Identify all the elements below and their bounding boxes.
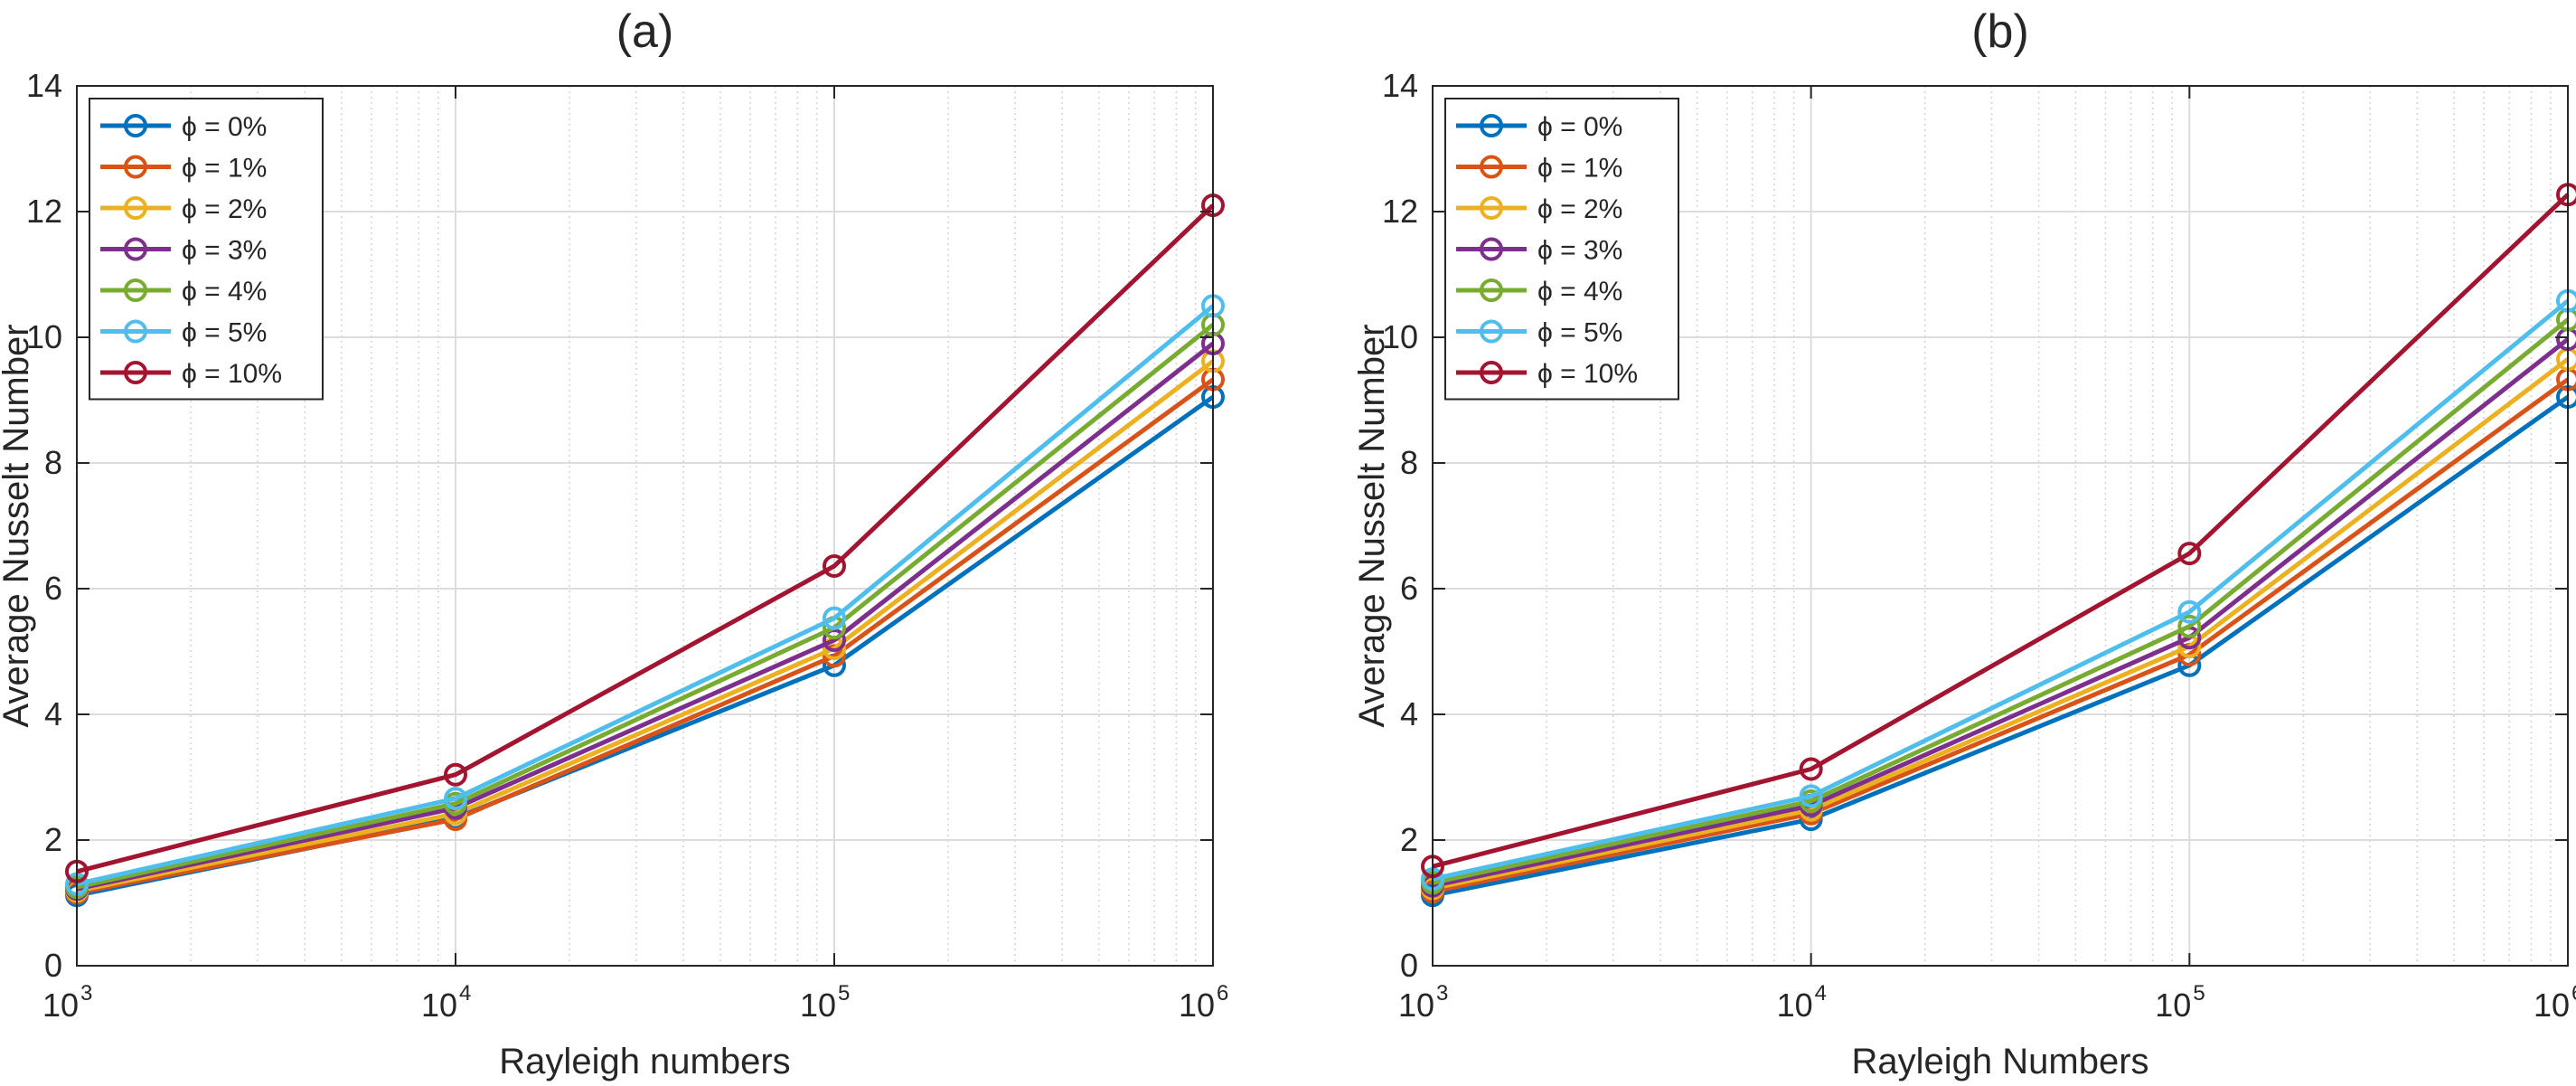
y-tick-label: 6 (44, 570, 62, 607)
series-line-6 (76, 203, 1215, 874)
x-tick-exponent: 6 (1217, 981, 1228, 1006)
data-point (1799, 757, 1823, 781)
y-tick-label: 0 (44, 947, 62, 984)
legend-marker (1480, 114, 1503, 137)
x-tick-label: 10 (800, 987, 836, 1024)
x-tick-exponent: 4 (1815, 981, 1827, 1006)
y-tick-label: 14 (26, 67, 62, 104)
y-tick-label: 12 (26, 193, 62, 230)
series-line-2 (1432, 357, 2570, 891)
x-tick-exponent: 5 (2193, 981, 2205, 1006)
legend-marker (1480, 279, 1503, 302)
series-line-3 (76, 341, 1215, 892)
y-tick-label: 10 (26, 318, 62, 355)
x-axis-label: Rayleigh Numbers (1851, 1042, 2148, 1081)
legend-marker (124, 237, 147, 261)
data-point (2177, 542, 2202, 566)
x-tick-label: 10 (2155, 987, 2191, 1024)
y-axis-label: Average Nusselt Number (1352, 324, 1392, 727)
series-line-1 (1432, 377, 2570, 894)
legend-marker (124, 196, 147, 220)
axes-box (76, 85, 1214, 967)
legend-marker (124, 361, 147, 384)
series-line-4 (1432, 317, 2570, 885)
x-tick-label: 10 (421, 987, 457, 1024)
x-tick-exponent: 3 (1436, 981, 1448, 1006)
y-tick-label: 4 (44, 695, 62, 732)
legend-label: ϕ = 10% (182, 359, 282, 389)
y-tick-label: 0 (1400, 947, 1418, 984)
x-axis-label: Rayleigh numbers (499, 1042, 790, 1081)
legend-label: ϕ = 3% (182, 236, 267, 266)
legend-label: ϕ = 2% (1537, 194, 1622, 224)
x-tick-label: 10 (2534, 987, 2570, 1024)
panel-title: (b) (1971, 5, 2029, 58)
legend-marker (124, 319, 147, 344)
x-tick-exponent: 4 (459, 981, 471, 1006)
legend-marker (1480, 155, 1503, 179)
y-tick-label: 6 (1400, 570, 1418, 607)
data-point (2177, 600, 2202, 624)
series-line-3 (1432, 337, 2570, 889)
legend-marker (1480, 237, 1503, 261)
series-line-2 (76, 359, 1215, 893)
series-line-0 (1432, 394, 2570, 898)
y-tick-label: 2 (1400, 821, 1418, 858)
x-tick-exponent: 6 (2571, 981, 2576, 1006)
data-point (444, 762, 467, 787)
data-point (2177, 614, 2202, 638)
legend-label: ϕ = 10% (1537, 359, 1638, 389)
legend-label: ϕ = 5% (182, 318, 267, 348)
axes-box (1432, 85, 2569, 967)
legend-label: ϕ = 1% (182, 154, 267, 184)
y-tick-label: 12 (1382, 193, 1418, 230)
legend-marker (1480, 319, 1503, 344)
y-axis-label: Average Nusselt Number (0, 324, 36, 727)
series-line-4 (76, 323, 1215, 890)
y-tick-label: 14 (1382, 67, 1418, 104)
legend-label: ϕ = 2% (182, 194, 267, 224)
series-line-6 (1432, 193, 2570, 869)
y-tick-label: 10 (1382, 318, 1418, 355)
y-tick-label: 8 (1400, 444, 1418, 481)
data-point (823, 553, 846, 578)
x-tick-label: 10 (1179, 987, 1215, 1024)
x-tick-label: 10 (1777, 987, 1813, 1024)
data-point (823, 606, 846, 630)
x-tick-exponent: 3 (80, 981, 92, 1006)
data-point (444, 787, 467, 811)
legend-label: ϕ = 5% (1537, 318, 1622, 348)
data-point (1799, 784, 1823, 808)
legend-marker (124, 155, 147, 179)
legend-label: ϕ = 0% (182, 112, 267, 142)
legend-marker (124, 279, 147, 302)
legend-label: ϕ = 4% (182, 277, 267, 307)
x-tick-label: 10 (1398, 987, 1434, 1024)
x-tick-label: 10 (42, 987, 79, 1024)
data-point (823, 628, 846, 652)
legend-label: ϕ = 3% (1537, 236, 1622, 266)
legend-marker (1480, 361, 1503, 384)
y-tick-label: 2 (44, 821, 62, 858)
legend-marker (1480, 196, 1503, 220)
series-line-5 (1432, 298, 2570, 882)
legend-label: ϕ = 4% (1537, 277, 1622, 307)
series-line-5 (76, 304, 1215, 887)
panel-title: (a) (616, 5, 674, 58)
y-tick-label: 4 (1400, 695, 1418, 732)
legend-label: ϕ = 0% (1537, 112, 1622, 142)
y-tick-label: 8 (44, 444, 62, 481)
legend-label: ϕ = 1% (1537, 154, 1622, 184)
x-tick-exponent: 5 (838, 981, 850, 1006)
legend-marker (124, 114, 147, 137)
series-line-1 (76, 377, 1215, 895)
